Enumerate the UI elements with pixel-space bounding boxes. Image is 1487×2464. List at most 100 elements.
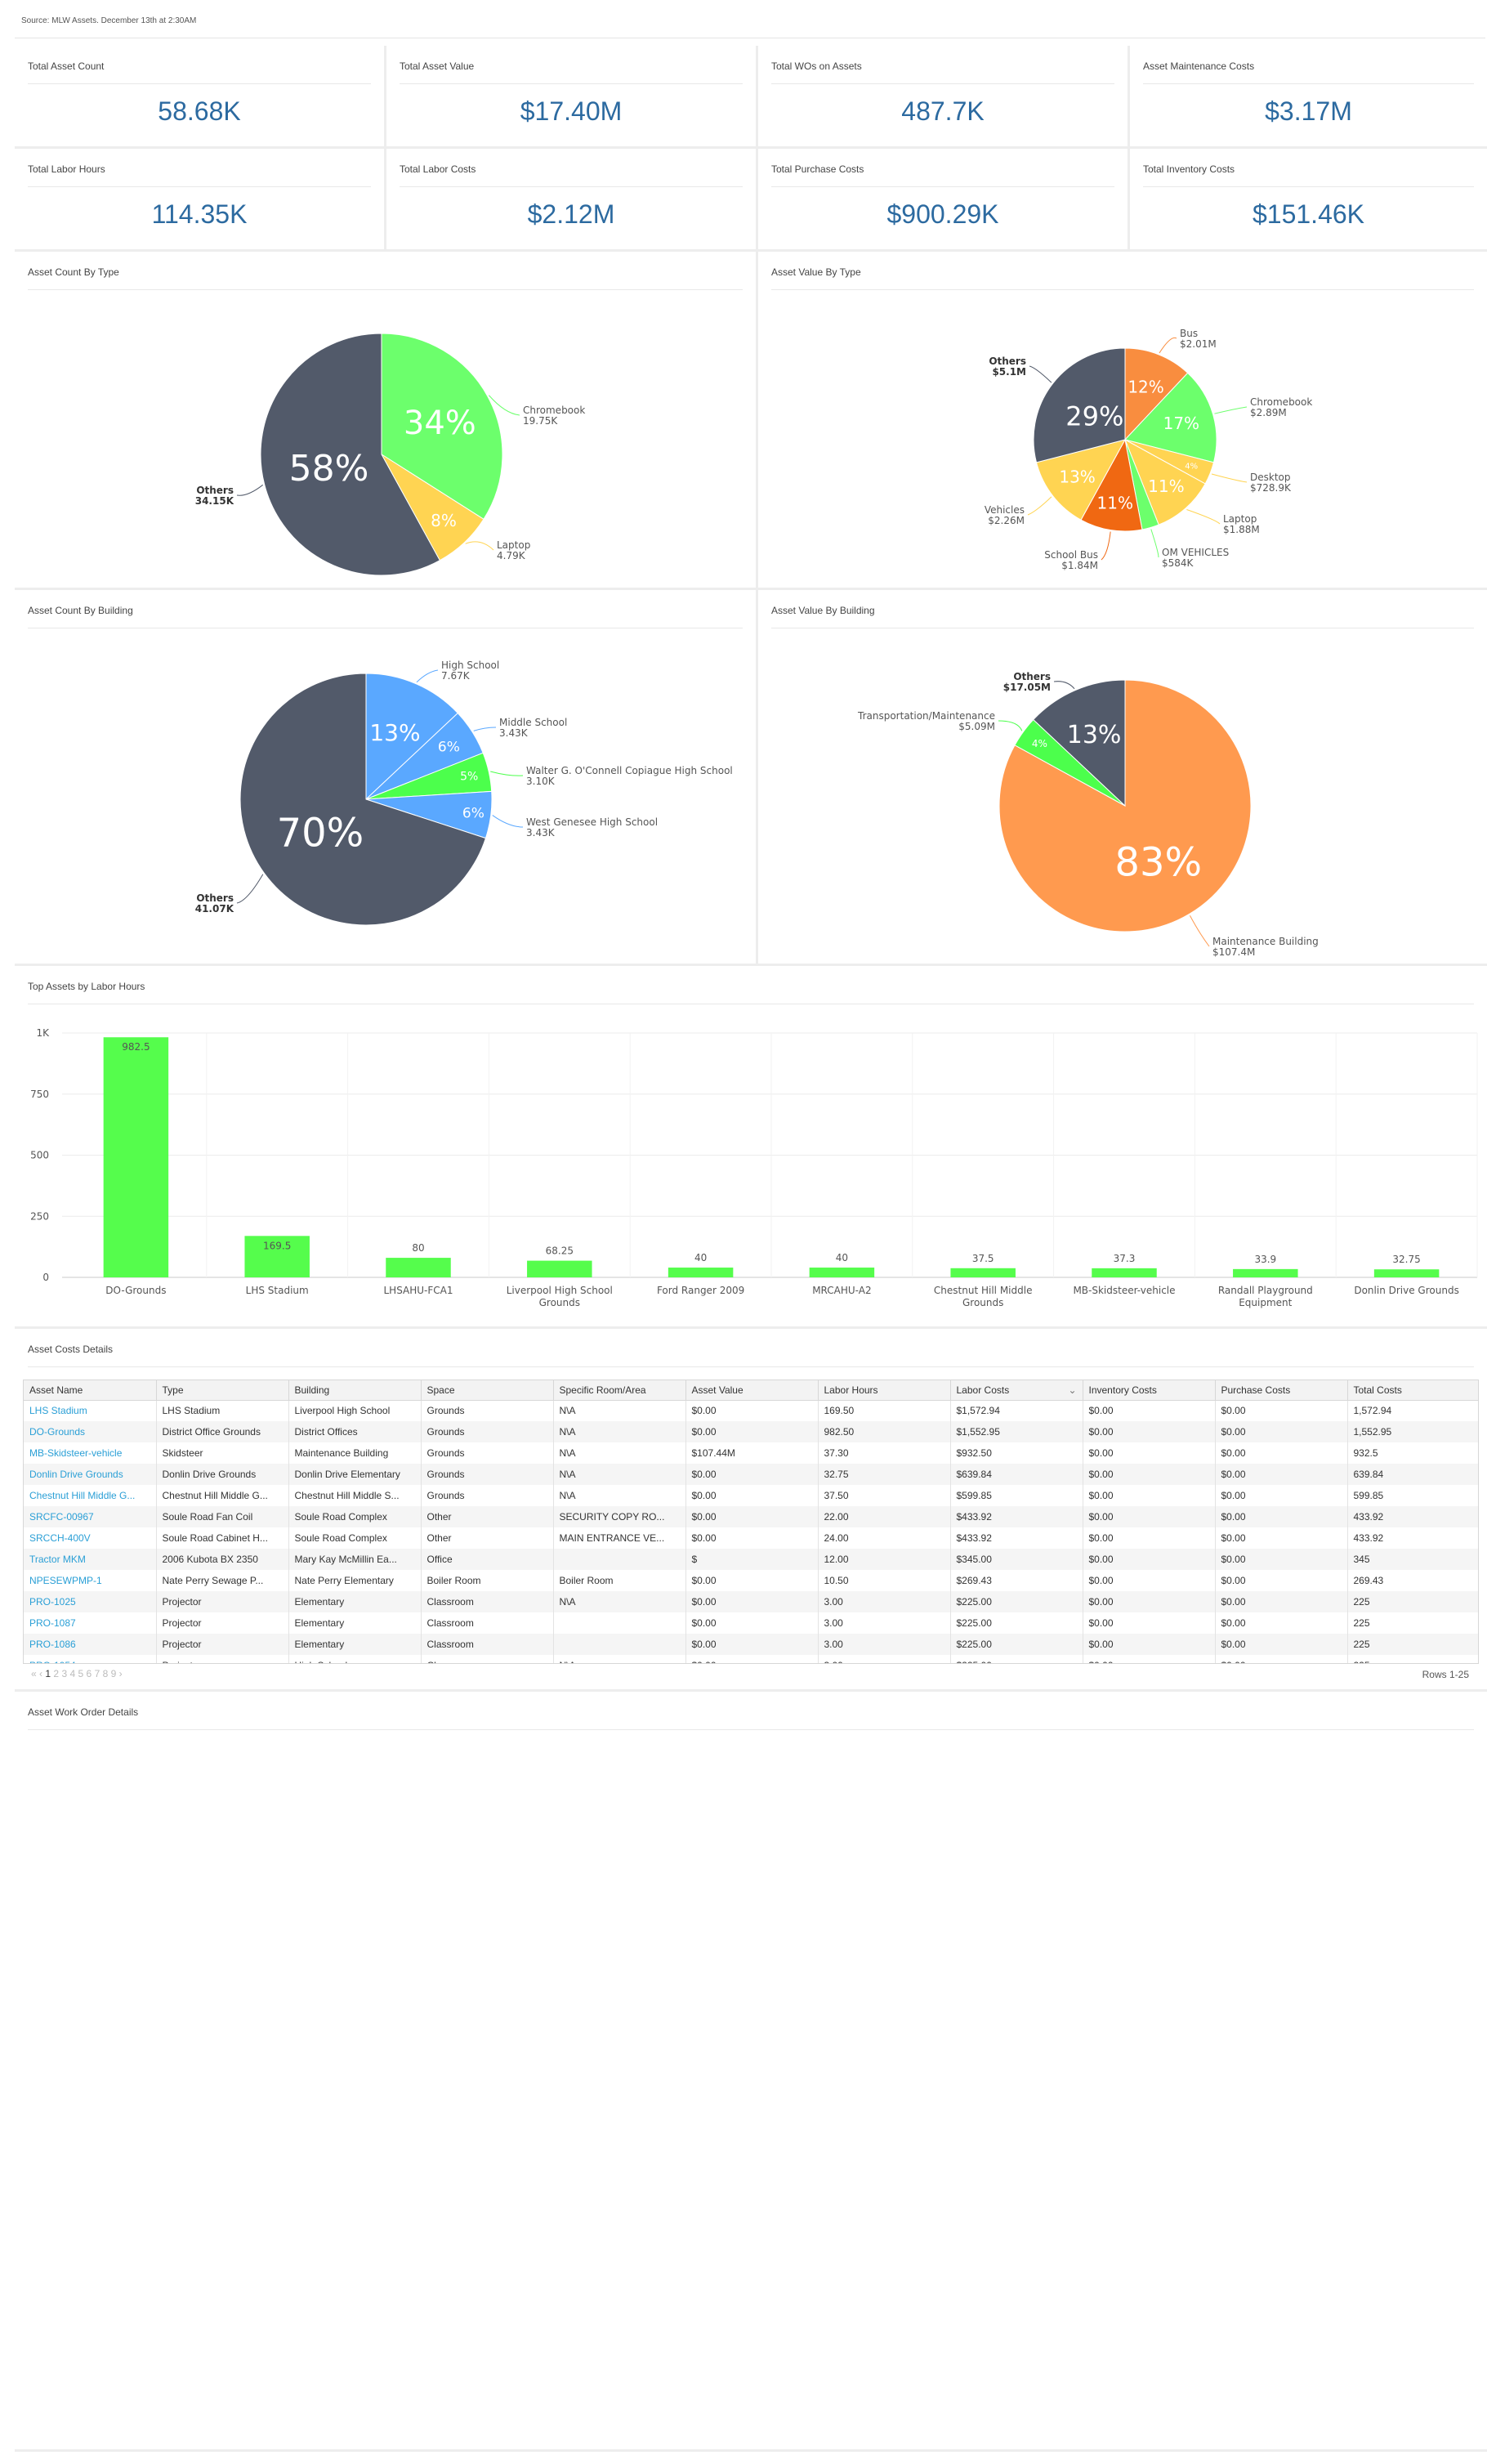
asset-name-link[interactable]: SRCCH-400V <box>24 1527 157 1549</box>
page-link[interactable]: 4 <box>69 1668 76 1679</box>
column-header[interactable]: Inventory Costs <box>1083 1380 1216 1401</box>
table-cell: $0.00 <box>1083 1655 1216 1663</box>
leader-line <box>1101 531 1111 561</box>
asset-name-link[interactable]: Donlin Drive Grounds <box>24 1464 157 1485</box>
bar[interactable] <box>668 1268 734 1277</box>
pie-slice[interactable] <box>260 333 440 576</box>
asset-name-link[interactable]: PRO-1025 <box>24 1591 157 1612</box>
asset-name-link[interactable]: PRO-1054 <box>24 1655 157 1663</box>
table-cell: Liverpool High School <box>288 1400 422 1421</box>
bar[interactable] <box>244 1236 310 1277</box>
pie-slice[interactable] <box>365 673 458 801</box>
table-row[interactable]: PRO-1025 Projector Elementary Classroom N\A $… <box>24 1591 1478 1612</box>
leader-line <box>473 727 497 731</box>
bar-value-label: 37.5 <box>972 1253 994 1264</box>
pie-slice[interactable] <box>1035 439 1126 521</box>
pie-slice[interactable] <box>1033 347 1126 463</box>
bar[interactable] <box>1233 1268 1298 1277</box>
slice-percent-label: 83% <box>1114 840 1202 886</box>
table-row[interactable]: LHS Stadium LHS Stadium Liverpool High Sch… <box>24 1400 1478 1421</box>
slice-name-label: Walter G. O'Connell Copiague High School <box>526 765 733 776</box>
table-cell: $1,572.94 <box>950 1400 1083 1421</box>
bar[interactable] <box>386 1258 451 1277</box>
table-row[interactable]: NPESEWPMP-1 Nate Perry Sewage P... Nate Pe… <box>24 1570 1478 1591</box>
pie-slice[interactable] <box>1124 372 1217 463</box>
table-cell: Nate Perry Sewage P... <box>156 1570 289 1591</box>
table-row[interactable]: PRO-1086 Projector Elementary Classroom $0.0… <box>24 1634 1478 1655</box>
pie-slice[interactable] <box>1080 438 1143 532</box>
asset-name-link[interactable]: Tractor MKM <box>24 1549 157 1570</box>
slice-percent-label: 5% <box>460 771 478 784</box>
bar[interactable] <box>1092 1268 1157 1277</box>
table-cell: District Office Grounds <box>156 1421 289 1442</box>
column-header[interactable]: Labor Hours <box>818 1380 951 1401</box>
asset-name-link[interactable]: NPESEWPMP-1 <box>24 1570 157 1591</box>
asset-name-link[interactable]: DO-Grounds <box>24 1421 157 1442</box>
table-cell: $0.00 <box>685 1612 819 1634</box>
kpi-card: Total Inventory Costs $151.46K <box>1130 149 1487 252</box>
table-cell: Boiler Room <box>421 1570 554 1591</box>
page-link[interactable]: 5 <box>78 1668 84 1679</box>
table-row[interactable]: Chestnut Hill Middle G... Chestnut Hill M… <box>24 1485 1478 1506</box>
table-cell: N\A <box>553 1485 686 1506</box>
bar[interactable] <box>950 1268 1016 1277</box>
table-cell: Projector <box>156 1655 289 1663</box>
bar-chart-top-assets: 0 250 500 750 1K 982.5 DO-Grounds 169.5 LHS Stad… <box>30 1027 1478 1308</box>
column-header[interactable]: Space <box>421 1380 554 1401</box>
asset-name-link[interactable]: SRCFC-00967 <box>24 1506 157 1527</box>
bar[interactable] <box>1373 1269 1440 1277</box>
asset-name-link[interactable]: Chestnut Hill Middle G... <box>24 1485 157 1506</box>
table-row[interactable]: Donlin Drive Grounds Donlin Drive Grounds… <box>24 1464 1478 1485</box>
table-row[interactable]: PRO-1054ProjectorHigh SchoolClassroomN\A… <box>24 1655 1478 1663</box>
pie-slice[interactable] <box>1124 347 1189 441</box>
bar[interactable] <box>103 1037 169 1277</box>
pie-slice[interactable] <box>1033 679 1126 807</box>
first-page-button[interactable]: « <box>31 1668 37 1679</box>
page-link[interactable]: 3 <box>61 1668 68 1679</box>
page-link[interactable]: 6 <box>86 1668 92 1679</box>
table-cell: $269.43 <box>950 1570 1083 1591</box>
chart-card-asset-count-by-type: Asset Count By Type 34% Chromebook 19.75K 8… <box>15 252 758 590</box>
page-link[interactable]: 8 <box>102 1668 109 1679</box>
page-link[interactable]: 7 <box>94 1668 100 1679</box>
column-header[interactable]: Type <box>156 1380 289 1401</box>
pie-slice[interactable] <box>1124 438 1206 525</box>
column-header[interactable]: Asset Value <box>685 1380 819 1401</box>
table-cell: $433.92 <box>950 1506 1083 1527</box>
table-row[interactable]: MB-Skidsteer-vehicle Skidsteer Maintenance… <box>24 1442 1478 1464</box>
sort-desc-icon[interactable]: ⌄ <box>1068 1384 1077 1396</box>
column-header[interactable]: Labor Costs ⌄ <box>950 1380 1083 1401</box>
table-row[interactable]: DO-Grounds District Office Grounds Distric… <box>24 1421 1478 1442</box>
asset-name-link[interactable]: PRO-1087 <box>24 1612 157 1634</box>
asset-costs-table[interactable]: Asset Name Type Building Space Specific Room… <box>23 1380 1479 1664</box>
table-row[interactable]: Tractor MKM 2006 Kubota BX 2350 Mary Kay M… <box>24 1549 1478 1570</box>
column-header[interactable]: Building <box>288 1380 422 1401</box>
kpi-label: Total Asset Value <box>400 60 475 72</box>
asset-name-link[interactable]: PRO-1086 <box>24 1634 157 1655</box>
pie-slice[interactable] <box>239 673 487 926</box>
page-link[interactable]: 1 <box>45 1668 51 1679</box>
column-header[interactable]: Asset Name <box>24 1380 157 1401</box>
chart-title: Asset Value By Type <box>771 266 861 278</box>
page-link[interactable]: 9 <box>110 1668 117 1679</box>
table-cell: Classroom <box>421 1655 554 1663</box>
table-cell: 22.00 <box>818 1506 951 1527</box>
next-page-button[interactable]: › <box>118 1668 123 1679</box>
asset-name-link[interactable]: MB-Skidsteer-vehicle <box>24 1442 157 1464</box>
bar[interactable] <box>527 1260 592 1277</box>
prev-page-button[interactable]: ‹ <box>39 1668 43 1679</box>
table-row[interactable]: SRCCH-400V Soule Road Cabinet H... Soule R… <box>24 1527 1478 1549</box>
column-header[interactable]: Total Costs <box>1347 1380 1478 1401</box>
asset-name-link[interactable]: LHS Stadium <box>24 1400 157 1421</box>
table-cell: $0.00 <box>1215 1485 1348 1506</box>
table-cell: $0.00 <box>1215 1421 1348 1442</box>
table-cell: 169.50 <box>818 1400 951 1421</box>
page-link[interactable]: 2 <box>53 1668 60 1679</box>
table-row[interactable]: SRCFC-00967 Soule Road Fan Coil Soule Road… <box>24 1506 1478 1527</box>
column-header[interactable]: Specific Room/Area <box>553 1380 686 1401</box>
table-row[interactable]: PRO-1087 Projector Elementary Classroom $0.0… <box>24 1612 1478 1634</box>
column-header[interactable]: Purchase Costs <box>1215 1380 1348 1401</box>
bar[interactable] <box>809 1268 875 1277</box>
pie-slice[interactable] <box>381 333 503 520</box>
